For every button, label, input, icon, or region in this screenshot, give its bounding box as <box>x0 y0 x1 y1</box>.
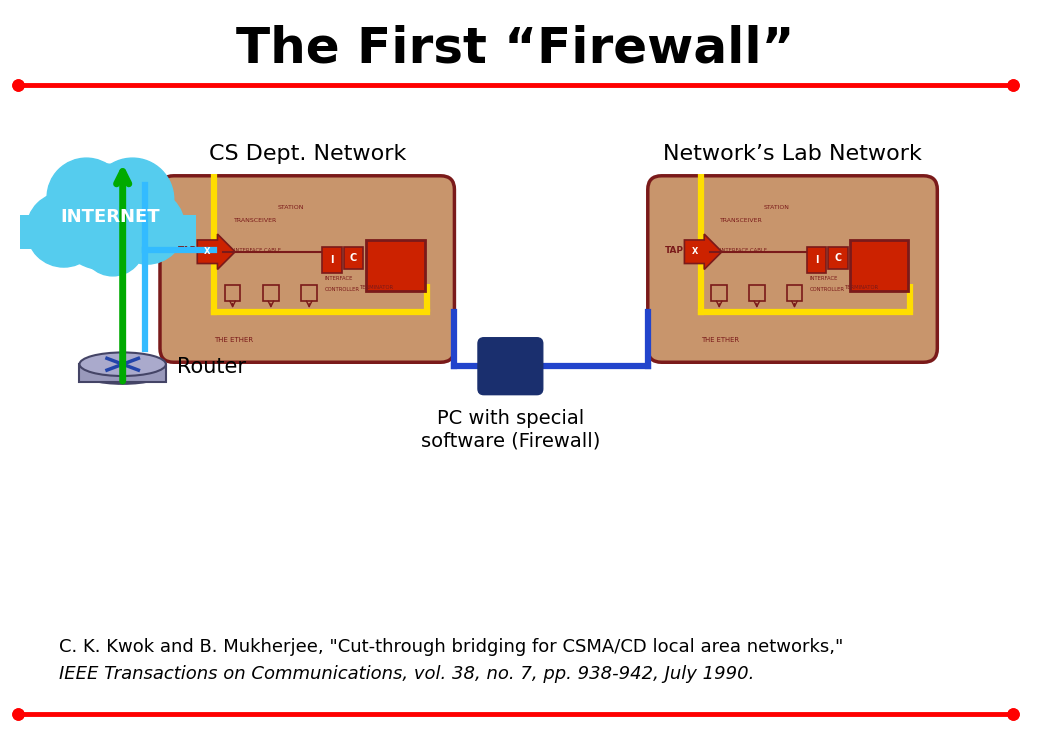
Bar <box>850 241 908 291</box>
Text: STATION: STATION <box>763 205 790 210</box>
Bar <box>301 285 317 301</box>
Bar <box>786 285 802 301</box>
Text: TERMINATOR: TERMINATOR <box>360 285 395 290</box>
Text: TRANSCEIVER: TRANSCEIVER <box>720 218 763 223</box>
Bar <box>225 285 240 301</box>
Bar <box>343 247 363 269</box>
Circle shape <box>82 213 144 276</box>
FancyBboxPatch shape <box>685 234 722 269</box>
Circle shape <box>52 164 158 270</box>
FancyBboxPatch shape <box>648 176 938 362</box>
Text: PC with special
software (Firewall): PC with special software (Firewall) <box>421 409 600 450</box>
Circle shape <box>26 193 101 267</box>
FancyBboxPatch shape <box>478 338 543 395</box>
Ellipse shape <box>80 360 166 384</box>
Circle shape <box>91 158 173 241</box>
Text: THE ETHER: THE ETHER <box>214 337 253 343</box>
Text: Network’s Lab Network: Network’s Lab Network <box>664 144 922 164</box>
Text: X: X <box>691 247 697 256</box>
Ellipse shape <box>80 353 166 376</box>
Text: C. K. Kwok and B. Mukherjee, "Cut-through bridging for CSMA/CD local area networ: C. K. Kwok and B. Mukherjee, "Cut-throug… <box>59 638 843 656</box>
Text: I: I <box>815 255 818 265</box>
Bar <box>828 247 847 269</box>
Text: IEEE Transactions on Communications, vol. 38, no. 7, pp. 938-942, July 1990.: IEEE Transactions on Communications, vol… <box>59 666 754 684</box>
Text: The First “Firewall”: The First “Firewall” <box>236 24 795 72</box>
Text: CS Dept. Network: CS Dept. Network <box>209 144 406 164</box>
Text: CONTROLLER: CONTROLLER <box>810 287 845 292</box>
Bar <box>80 364 166 382</box>
Text: INTERFACE CABLE: INTERFACE CABLE <box>233 248 280 253</box>
Text: X: X <box>205 247 211 256</box>
Text: INTERFACE: INTERFACE <box>810 276 838 280</box>
Text: INTERFACE: INTERFACE <box>324 276 353 280</box>
Text: Router: Router <box>176 357 246 378</box>
Text: CONTROLLER: CONTROLLER <box>324 287 360 292</box>
Bar <box>366 241 425 291</box>
FancyBboxPatch shape <box>160 176 455 362</box>
Text: C: C <box>835 253 841 263</box>
Text: TAP: TAP <box>177 246 196 255</box>
Text: THE ETHER: THE ETHER <box>700 337 739 343</box>
Text: INTERFACE CABLE: INTERFACE CABLE <box>720 248 768 253</box>
Text: STATION: STATION <box>278 205 304 210</box>
Bar <box>712 285 727 301</box>
Text: TERMINATOR: TERMINATOR <box>844 285 879 290</box>
Bar <box>749 285 764 301</box>
Text: C: C <box>350 253 357 263</box>
Bar <box>807 247 826 273</box>
Text: TAP: TAP <box>665 246 685 255</box>
Bar <box>20 215 196 250</box>
Circle shape <box>110 190 185 264</box>
Text: I: I <box>330 255 334 265</box>
Bar <box>264 285 278 301</box>
Circle shape <box>47 158 126 237</box>
FancyBboxPatch shape <box>197 234 235 269</box>
Bar <box>322 247 341 273</box>
Text: INTERNET: INTERNET <box>60 208 160 226</box>
Text: TRANSCEIVER: TRANSCEIVER <box>233 218 277 223</box>
